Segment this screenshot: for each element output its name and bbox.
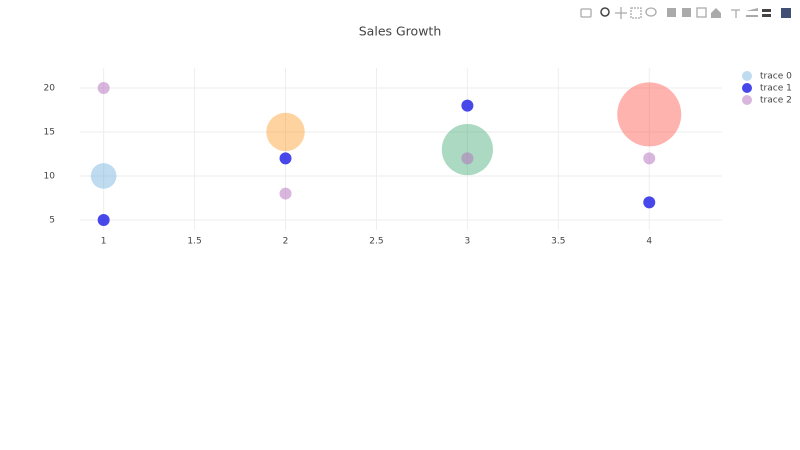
autoscale-icon[interactable]	[696, 7, 707, 18]
box-select-icon[interactable]	[630, 7, 642, 19]
lasso-icon[interactable]	[645, 7, 657, 17]
bubble	[643, 196, 656, 209]
zoom-out-icon[interactable]	[682, 8, 691, 17]
y-tick-label: 20	[44, 83, 56, 93]
x-tick-label: 2.5	[369, 237, 383, 247]
bubble	[97, 213, 110, 226]
legend-swatch	[742, 95, 752, 105]
pan-icon[interactable]	[615, 7, 627, 19]
bubble	[266, 112, 305, 152]
x-tick-label: 2	[283, 237, 289, 247]
x-tick-label: 3	[465, 237, 471, 247]
hover-compare-icon[interactable]	[762, 9, 771, 12]
legend-label: trace 2	[760, 96, 792, 106]
bubble	[441, 123, 493, 176]
x-tick-label: 1.5	[187, 237, 201, 247]
bubble	[643, 152, 656, 165]
reset-icon[interactable]	[711, 8, 721, 18]
spike-icon[interactable]	[731, 9, 740, 18]
bubble	[97, 81, 110, 94]
camera-icon[interactable]	[580, 8, 592, 18]
bubble	[279, 187, 292, 200]
legend-swatch	[742, 83, 752, 93]
y-tick-label: 5	[49, 215, 55, 225]
y-tick-label: 15	[44, 127, 55, 137]
bubble	[279, 152, 292, 165]
zoom-icon[interactable]	[600, 7, 610, 17]
bubble	[461, 152, 474, 165]
legend-label: trace 1	[760, 84, 792, 94]
y-tick-label: 10	[44, 171, 56, 181]
legend-swatch	[742, 71, 752, 81]
plotly-logo[interactable]	[781, 8, 791, 18]
x-tick-label: 3.5	[551, 237, 565, 247]
hover-closest-icon[interactable]	[746, 8, 758, 17]
x-tick-label: 4	[646, 237, 652, 247]
hover-compare-icon[interactable]	[762, 14, 771, 17]
bubble	[461, 99, 474, 112]
modebar[interactable]	[580, 7, 791, 19]
bubble	[617, 82, 682, 147]
bubble	[90, 163, 117, 189]
zoom-in-icon[interactable]	[667, 8, 676, 17]
chart-title: Sales Growth	[359, 24, 442, 39]
x-tick-label: 1	[101, 237, 107, 247]
legend-label: trace 0	[760, 72, 792, 82]
